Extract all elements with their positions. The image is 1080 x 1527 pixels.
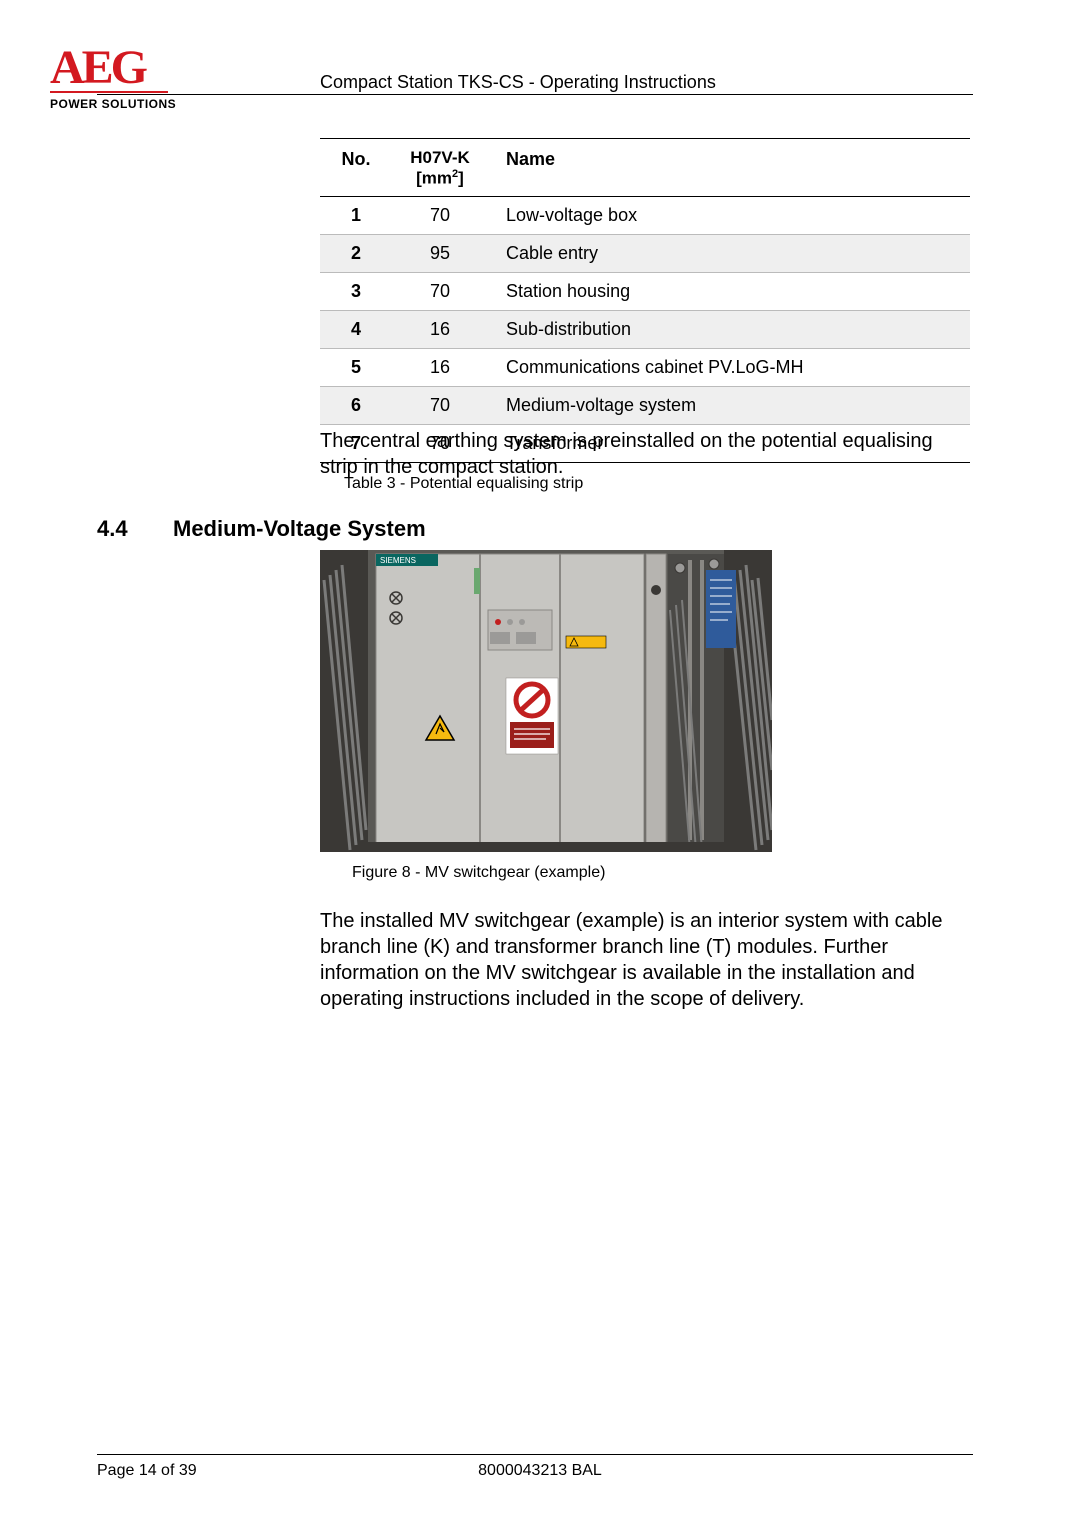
cell-name: Station housing — [488, 273, 970, 311]
cell-no: 3 — [320, 273, 392, 311]
table-row: 1 70 Low-voltage box — [320, 197, 970, 235]
table-body: 1 70 Low-voltage box 2 95 Cable entry 3 … — [320, 197, 970, 463]
cell-name: Medium-voltage system — [488, 387, 970, 425]
table-row: 5 16 Communications cabinet PV.LoG-MH — [320, 349, 970, 387]
table-row: 2 95 Cable entry — [320, 235, 970, 273]
cell-name: Low-voltage box — [488, 197, 970, 235]
svg-text:SIEMENS: SIEMENS — [380, 556, 416, 565]
col-name: Name — [488, 139, 970, 197]
section-number: 4.4 — [97, 516, 128, 542]
cell-name: Communications cabinet PV.LoG-MH — [488, 349, 970, 387]
figure-caption: Figure 8 - MV switchgear (example) — [352, 864, 605, 882]
cell-val: 70 — [392, 197, 488, 235]
table: No. H07V-K [mm2] Name 1 70 Low-voltage b… — [320, 138, 970, 463]
table-row: 4 16 Sub-distribution — [320, 311, 970, 349]
table-row: 6 70 Medium-voltage system — [320, 387, 970, 425]
table-row: 3 70 Station housing — [320, 273, 970, 311]
paragraph-earthing: The central earthing system is preinstal… — [320, 428, 970, 480]
cell-no: 5 — [320, 349, 392, 387]
paragraph-mv: The installed MV switchgear (example) is… — [320, 908, 980, 1012]
brand-logo: AEG POWER SOLUTIONS — [50, 48, 180, 111]
col-h07vk: H07V-K [mm2] — [392, 139, 488, 197]
cell-name: Sub-distribution — [488, 311, 970, 349]
cell-val: 16 — [392, 311, 488, 349]
cell-no: 2 — [320, 235, 392, 273]
cell-no: 4 — [320, 311, 392, 349]
cell-no: 6 — [320, 387, 392, 425]
cell-val: 16 — [392, 349, 488, 387]
header-rule — [97, 94, 973, 95]
page: AEG POWER SOLUTIONS Compact Station TKS-… — [0, 0, 1080, 1527]
col-h07-post: ] — [458, 168, 464, 187]
footer-docid: 8000043213 BAL — [0, 1462, 1080, 1480]
col-no: No. — [320, 139, 392, 197]
cell-val: 70 — [392, 387, 488, 425]
table-header-row: No. H07V-K [mm2] Name — [320, 139, 970, 197]
col-h07-pre: [mm — [416, 168, 452, 187]
logo-subtitle: POWER SOLUTIONS — [50, 97, 180, 111]
switchgear-illustration-svg: SIEMENS — [320, 550, 772, 852]
cell-no: 1 — [320, 197, 392, 235]
logo-letters: AEG — [50, 48, 180, 89]
footer-rule — [97, 1454, 973, 1455]
section-title: Medium-Voltage System — [173, 516, 426, 542]
cell-val: 95 — [392, 235, 488, 273]
cell-val: 70 — [392, 273, 488, 311]
doc-header-title: Compact Station TKS-CS - Operating Instr… — [320, 72, 716, 93]
col-h07-line1: H07V-K — [410, 148, 470, 167]
figure-mv-switchgear: SIEMENS — [320, 550, 772, 852]
cell-name: Cable entry — [488, 235, 970, 273]
